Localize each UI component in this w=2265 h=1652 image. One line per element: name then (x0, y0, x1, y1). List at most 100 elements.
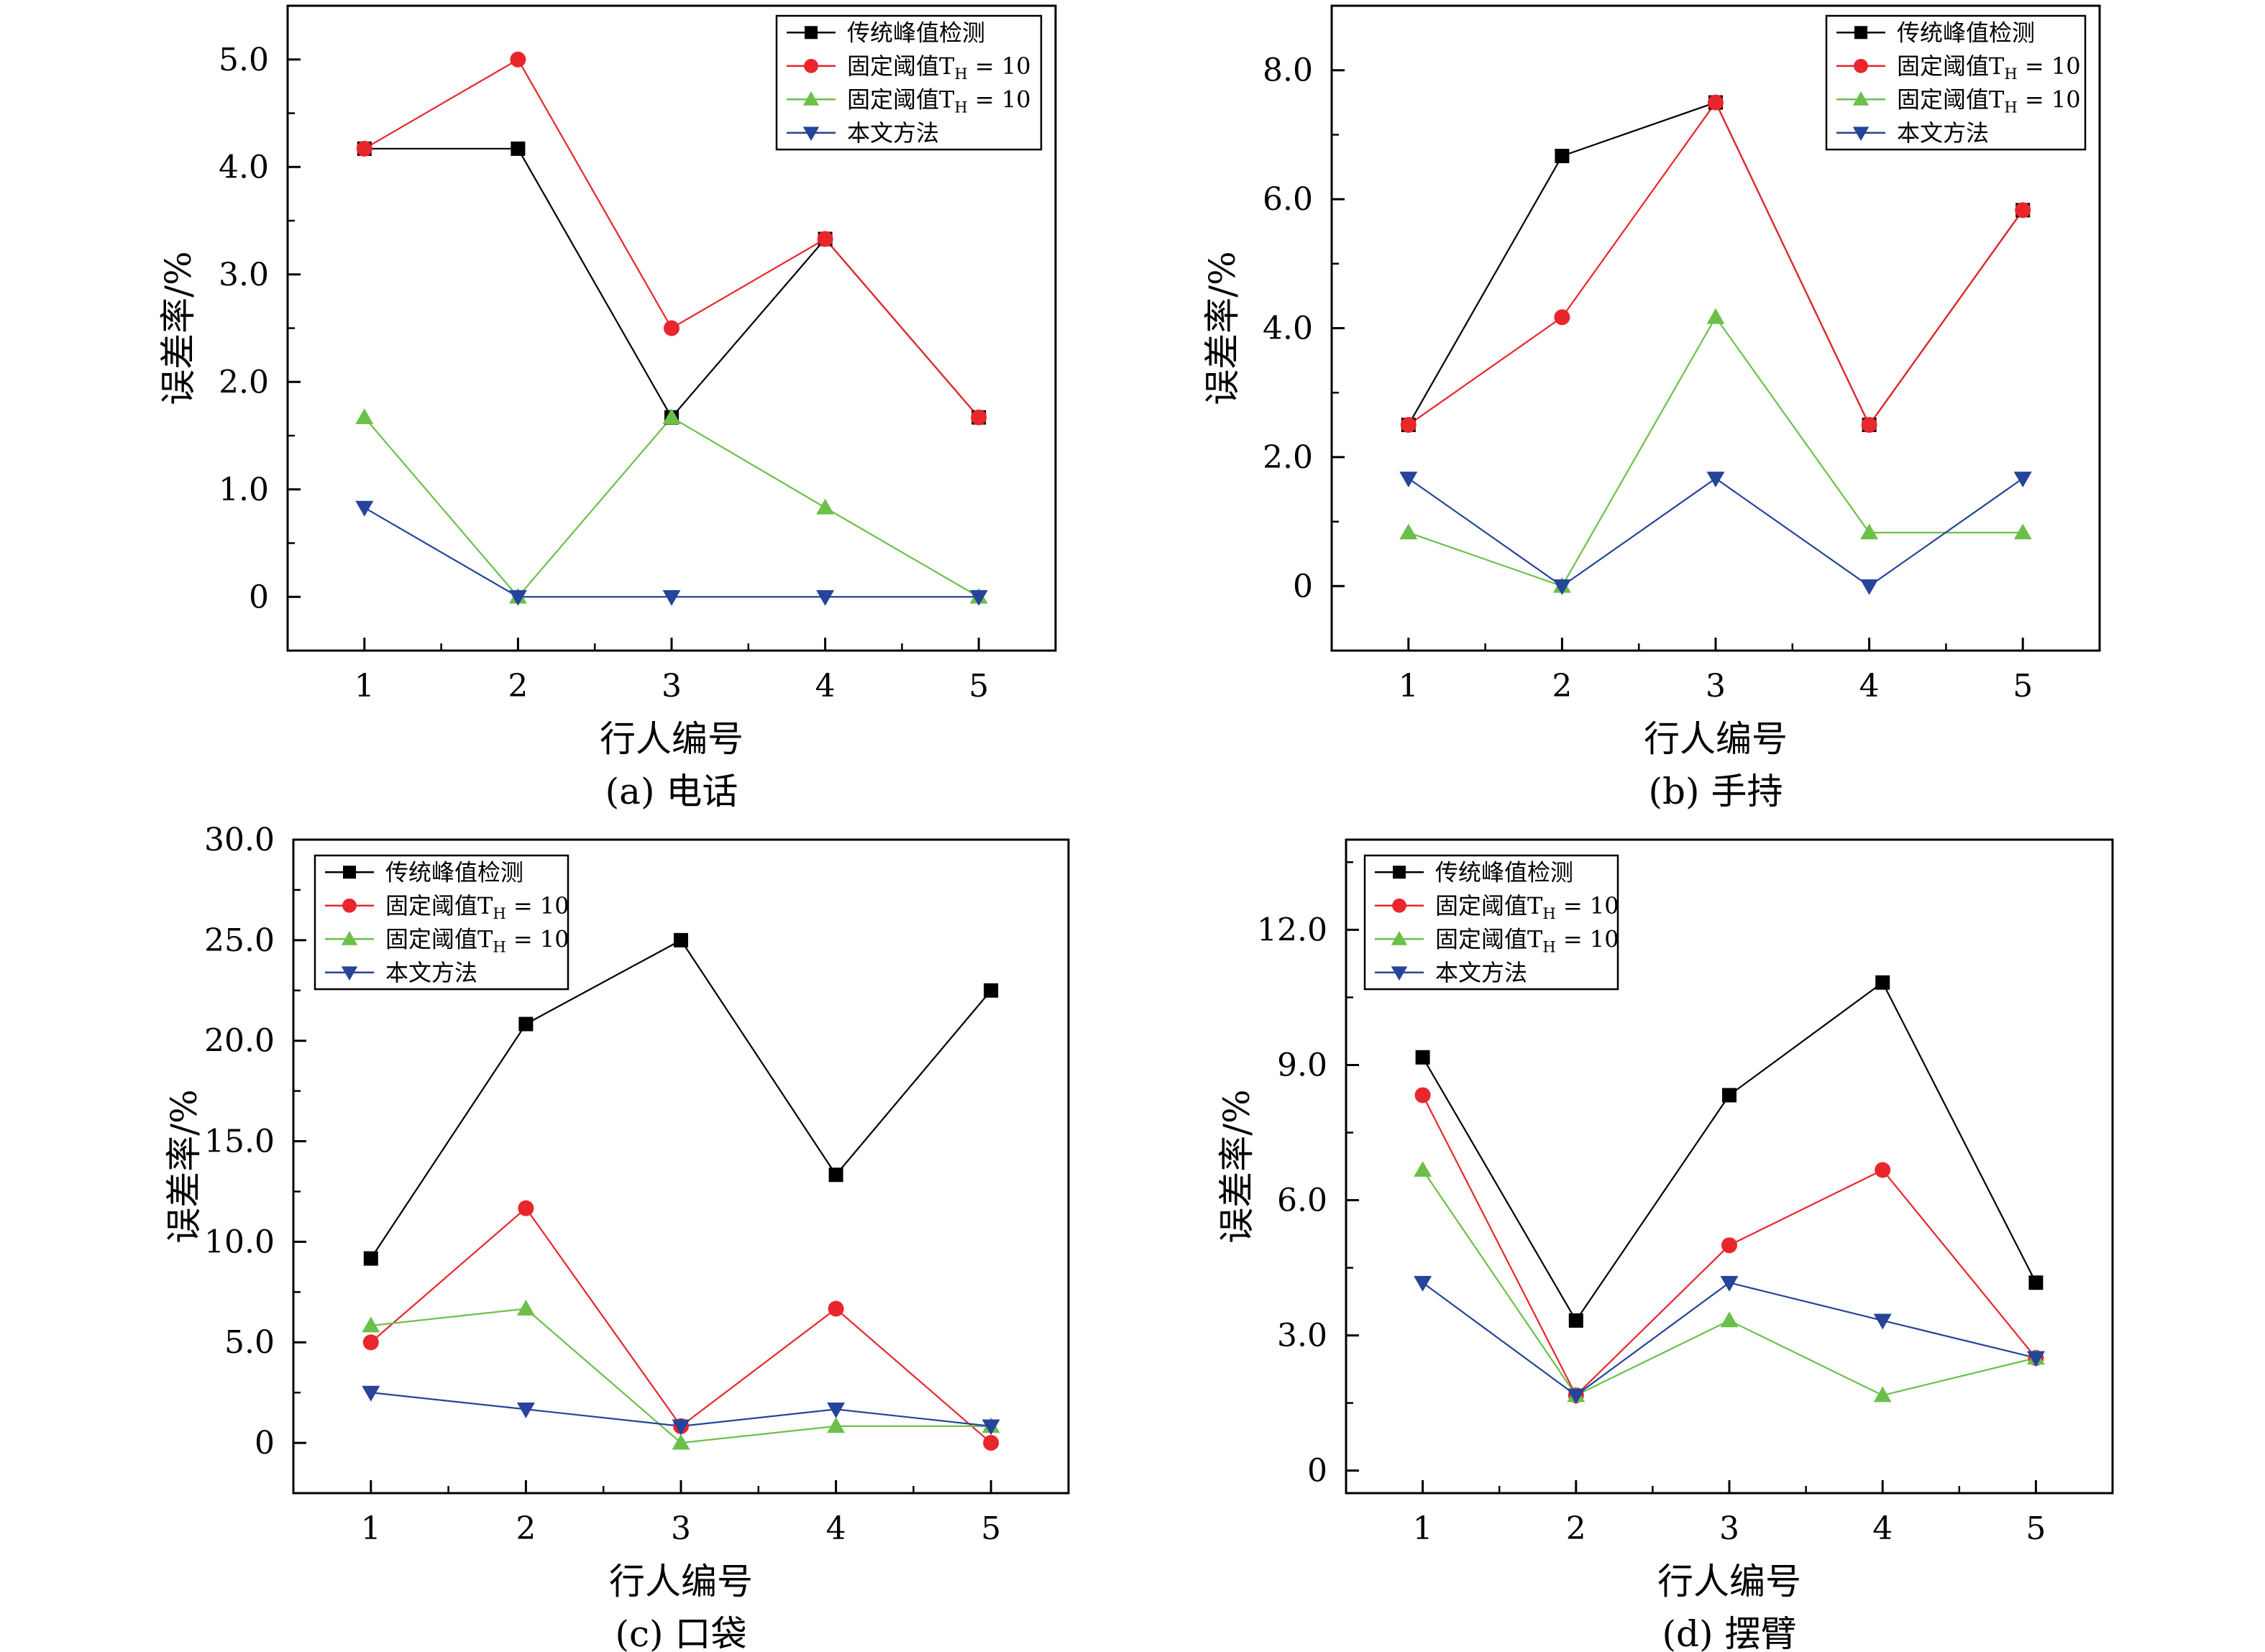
chart-caption: (d) 摆臂 (1662, 1613, 1797, 1652)
series-line-0 (1422, 981, 2037, 1322)
y-tick-label: 12.0 (1257, 912, 1327, 948)
x-tick-label: 1 (361, 1510, 381, 1547)
y-tick-label: 30.0 (204, 822, 275, 858)
y-tick-label: 6.0 (1277, 1183, 1327, 1219)
y-tick-label: 0 (1293, 568, 1313, 605)
y-tick-label: 0 (249, 579, 269, 615)
y-tick-label: 25.0 (204, 922, 275, 959)
x-axis-label: 行人编号 (1657, 1561, 1801, 1602)
data-point-s3-x2 (1552, 579, 1571, 595)
data-point-s3-x5 (969, 589, 988, 606)
x-tick-label: 5 (2013, 668, 2033, 705)
legend-entry-0: 传统峰值检测 (1897, 19, 2035, 46)
y-tick-label: 2.0 (219, 364, 269, 400)
data-point-s0-x3 (1722, 1088, 1736, 1103)
data-point-s1-x1 (1400, 417, 1417, 433)
data-point-s1-x5 (983, 1435, 999, 1451)
x-tick-label: 3 (662, 668, 682, 705)
y-tick-label: 5.0 (224, 1324, 275, 1361)
data-point-s2-x4 (827, 1417, 846, 1433)
y-tick-label: 9.0 (1277, 1047, 1327, 1083)
legend-entry-0: 传统峰值检测 (1435, 858, 1573, 886)
data-point-s0-x2 (1555, 149, 1570, 164)
legend-marker (1854, 58, 1868, 73)
chart-caption: (a) 电话 (605, 771, 738, 812)
data-point-s1-x2 (510, 51, 526, 68)
legend-entry-2: 固定阈值TH = 10 (385, 925, 569, 955)
data-point-s1-x3 (1721, 1237, 1737, 1254)
data-point-s0-x5 (984, 983, 999, 998)
y-axis-label: 误差率/% (163, 1089, 205, 1243)
data-point-s0-x1 (1415, 1050, 1430, 1065)
y-tick-label: 0 (1307, 1453, 1327, 1490)
y-tick-label: 15.0 (204, 1124, 275, 1160)
y-axis-label: 误差率/% (1202, 251, 1243, 405)
data-point-s3-x3 (1706, 472, 1725, 488)
x-tick-label: 1 (1399, 668, 1419, 705)
data-point-s1-x5 (971, 409, 987, 426)
data-point-s1-x4 (817, 231, 833, 247)
legend-entry-2: 固定阈值TH = 10 (1435, 925, 1619, 955)
data-point-s1-x4 (1861, 417, 1877, 433)
legend-marker (341, 931, 358, 945)
legend-marker (1852, 127, 1870, 141)
data-point-s2-x1 (1399, 523, 1418, 540)
x-tick-label: 2 (516, 1510, 536, 1547)
y-axis-label: 误差率/% (157, 251, 199, 405)
x-tick-label: 2 (508, 668, 528, 705)
data-point-s1-x4 (828, 1300, 844, 1317)
data-point-s1-x1 (356, 140, 372, 157)
data-point-s0-x4 (1875, 975, 1890, 990)
x-axis-label: 行人编号 (609, 1561, 753, 1602)
legend-marker (1852, 91, 1870, 106)
x-tick-label: 3 (671, 1510, 691, 1547)
data-point-s3-x2 (1567, 1388, 1586, 1405)
legend-marker (1393, 866, 1406, 879)
data-point-s2-x3 (662, 408, 681, 424)
data-point-s1-x1 (1414, 1087, 1431, 1103)
data-point-s1-x1 (362, 1334, 379, 1351)
data-point-s3-x2 (508, 589, 527, 606)
data-point-s1-x2 (1554, 309, 1570, 326)
data-point-s3-x4 (1860, 579, 1879, 595)
data-point-s2-x1 (362, 1316, 380, 1333)
y-tick-label: 8.0 (1263, 52, 1313, 89)
x-tick-label: 3 (1719, 1510, 1739, 1547)
data-point-s2-x1 (1414, 1161, 1432, 1177)
data-point-s1-x3 (1708, 94, 1724, 111)
data-point-s0-x1 (363, 1251, 378, 1266)
legend-box (1825, 14, 2087, 151)
data-point-s0-x4 (828, 1167, 843, 1183)
data-point-s0-x2 (518, 1017, 534, 1032)
x-tick-label: 5 (969, 668, 989, 705)
data-point-s3-x1 (355, 500, 374, 517)
data-point-s2-x2 (516, 1300, 535, 1316)
y-axis-label: 误差率/% (1216, 1089, 1258, 1243)
series-line-2 (363, 416, 979, 598)
y-tick-label: 20.0 (204, 1023, 275, 1060)
legend-entry-1: 固定阈值TH = 10 (1897, 52, 2081, 83)
series-line-2 (1408, 316, 2023, 587)
data-point-s3-x3 (1720, 1275, 1739, 1292)
chart-caption: (c) 口袋 (616, 1613, 747, 1652)
x-tick-label: 3 (1706, 668, 1726, 705)
chart-panel-a: 0 1.0 2.0 3.0 4.0 5.0 1 2 3 4 5 行人编号 误差率/% (a) 电话 传统峰值… (157, 4, 1057, 812)
legend-marker (1391, 931, 1408, 945)
legend-entry-2: 固定阈值TH = 10 (1897, 86, 2081, 116)
data-point-s3-x4 (816, 589, 835, 606)
x-tick-label: 2 (1552, 668, 1572, 705)
series-line-3 (1422, 1282, 2036, 1397)
data-point-s1-x2 (518, 1200, 534, 1216)
legend-marker (341, 966, 358, 981)
x-tick-label: 5 (981, 1510, 1001, 1547)
legend-entry-0: 传统峰值检测 (847, 19, 985, 46)
data-point-s2-x4 (1873, 1386, 1892, 1403)
data-point-s2-x1 (355, 408, 374, 424)
legend-entry-0: 传统峰值检测 (385, 858, 523, 886)
x-axis-label: 行人编号 (1644, 718, 1788, 760)
data-point-s1-x4 (1875, 1162, 1891, 1178)
x-tick-label: 4 (826, 1510, 846, 1547)
y-tick-label: 4.0 (219, 149, 269, 185)
